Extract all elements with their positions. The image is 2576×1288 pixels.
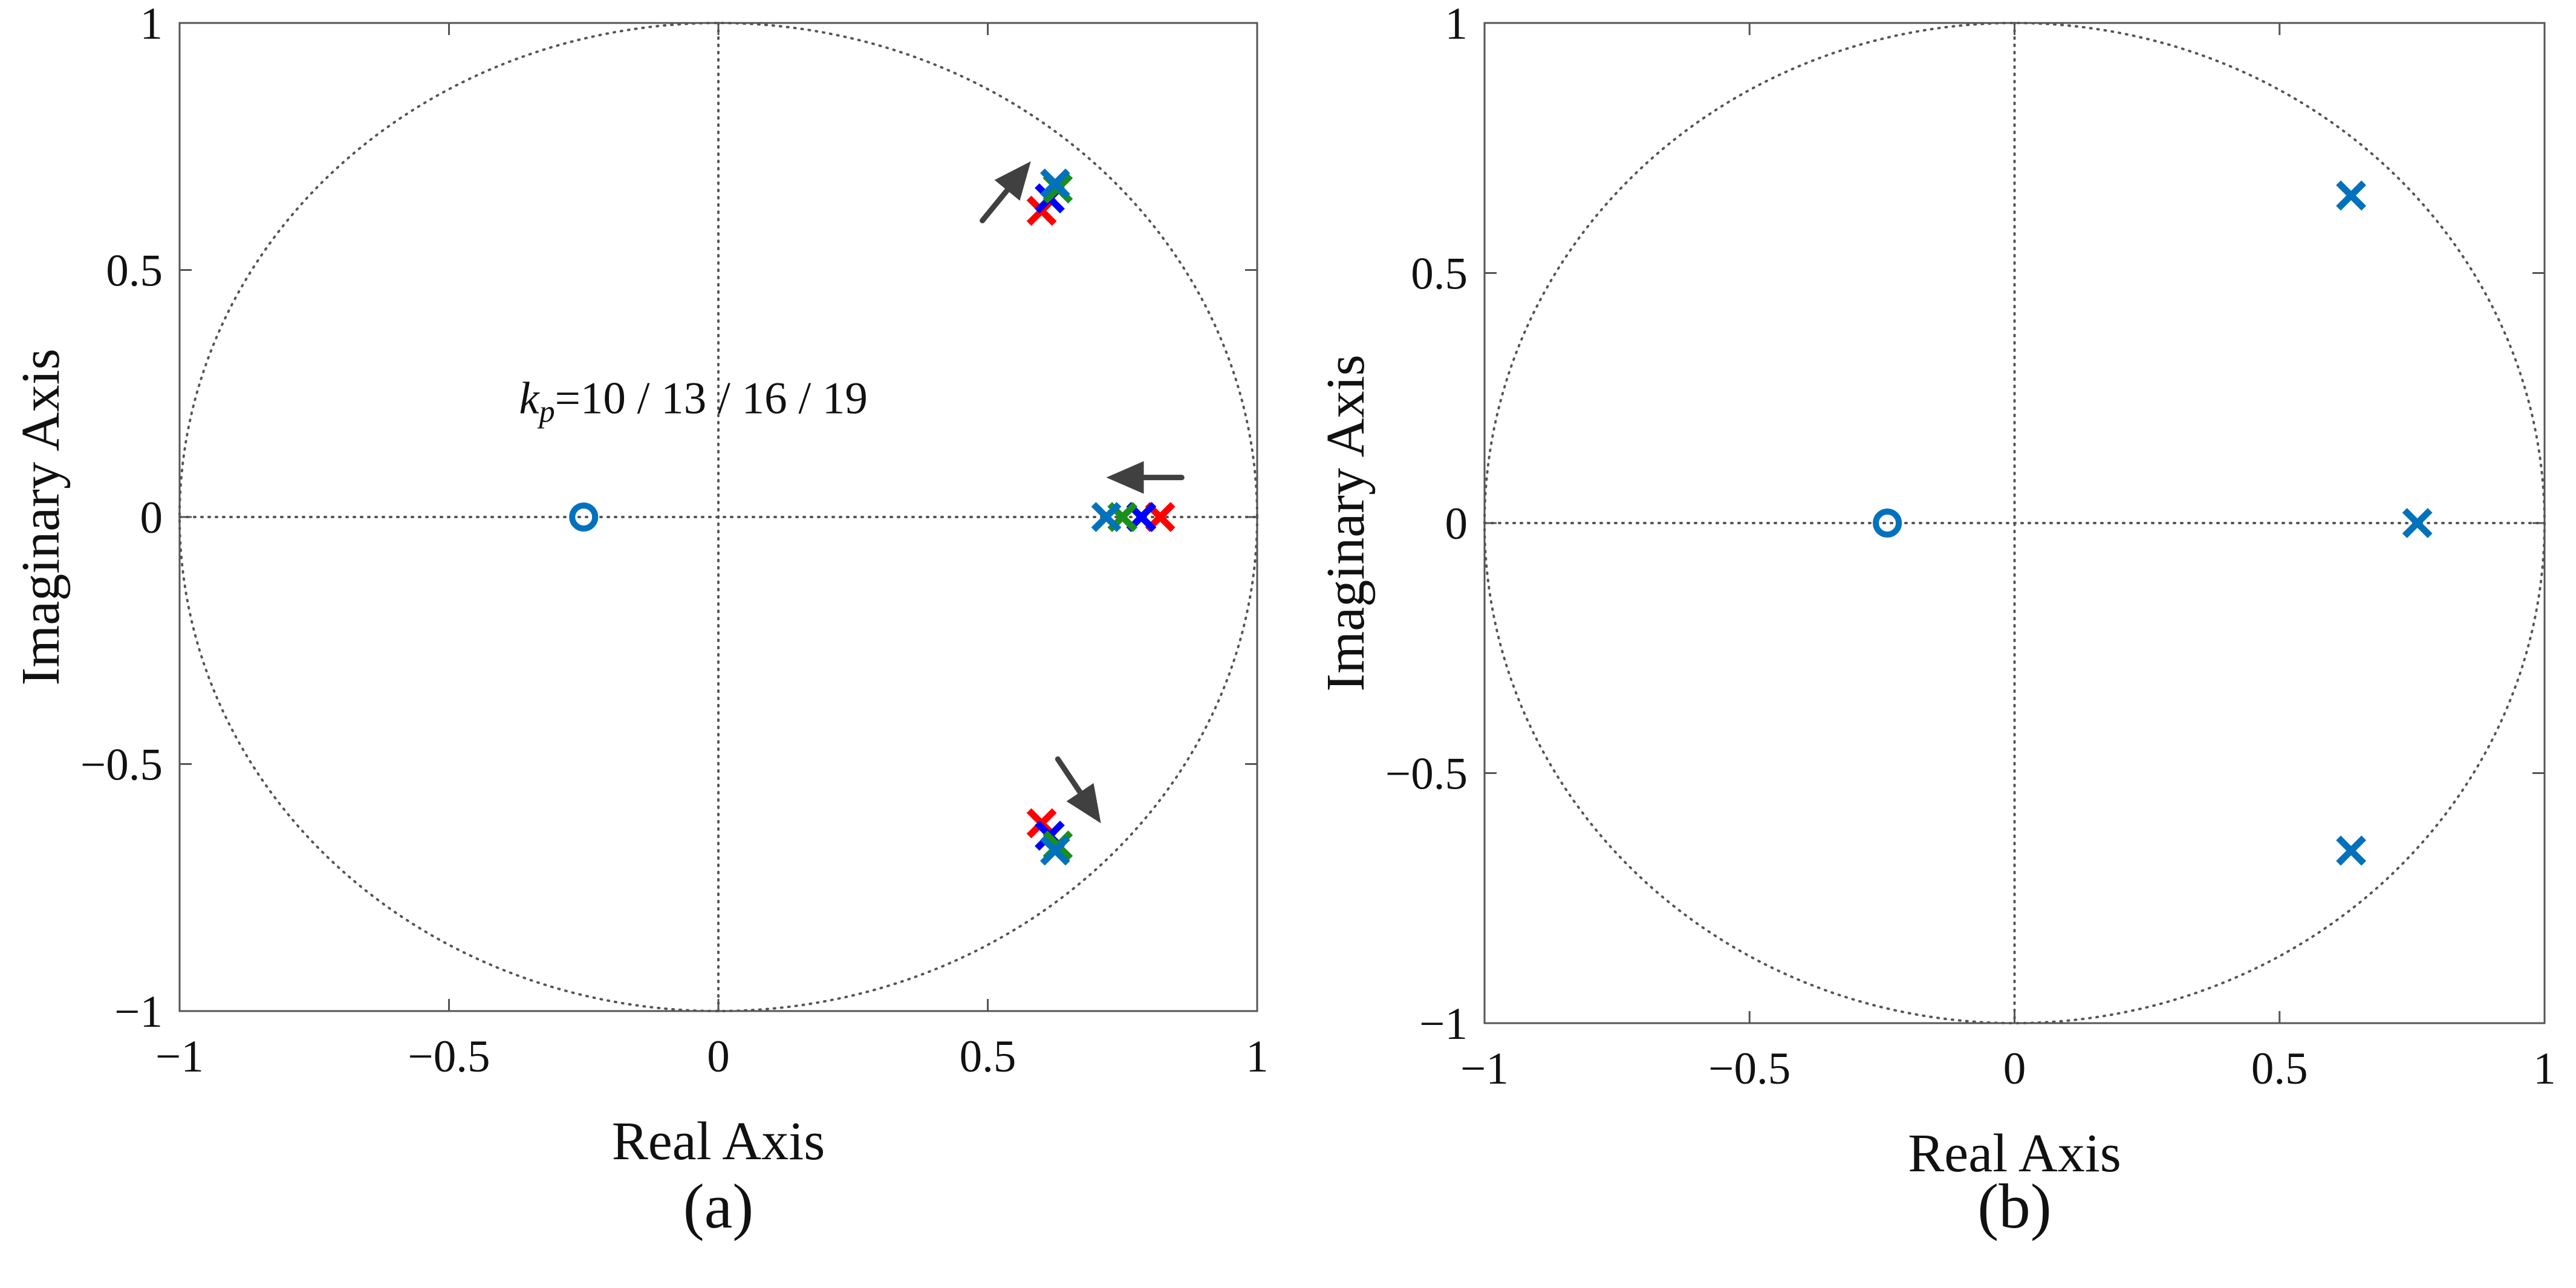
panel-a-xtick-label: 1: [1246, 1032, 1269, 1082]
panel-a-arrow-2: [1106, 461, 1185, 494]
panel-b-ytick-label: 0.5: [1411, 249, 1468, 299]
panel-b-xtick-label: −0.5: [1708, 1044, 1791, 1094]
panel-b-ytick-label: 0: [1445, 499, 1468, 549]
panel-a-pole-4-1: [1039, 168, 1070, 199]
panel-a-arrow-1: [980, 161, 1031, 224]
panel-b-ytick-label: −0.5: [1385, 749, 1468, 799]
panel-b-label: (b): [1977, 1171, 2051, 1241]
panel-a-xtick-label: 0.5: [960, 1032, 1016, 1082]
panel-a-ytick-label: 1: [140, 0, 163, 49]
panel-b-zero-1: [1873, 509, 1902, 538]
panel-a-xtick-label: −0.5: [408, 1032, 490, 1082]
panel-b-ytick-label: −1: [1419, 999, 1468, 1049]
panel-a-pole-4-2: [1091, 502, 1122, 532]
panel-a-ytick-label: 0.5: [106, 246, 163, 296]
panel-a-label: (a): [683, 1171, 754, 1241]
panel-b-xtick-label: 0.5: [2251, 1044, 2308, 1094]
panel-b-pole-1-2: [2402, 508, 2433, 538]
panel-b-xlabel: Real Axis: [1908, 1124, 2121, 1183]
panel-a-kp-annotation: kp=10 / 13 / 16 / 19: [519, 373, 868, 429]
panel-a-xtick-label: −1: [155, 1032, 204, 1082]
panel-b-pole-1-3: [2336, 835, 2366, 866]
panel-b-xtick-label: 0: [2003, 1044, 2026, 1094]
panel-b-ylabel: Imaginary Axis: [1316, 354, 1376, 691]
panel-b-pole-1-1: [2336, 180, 2366, 211]
panel-b-ytick-label: 1: [1445, 0, 1468, 49]
panel-a: −1 −0.5 0 0.5 1 −1 −0.5 0 0.5 1 Real Axis Imaginary…: [11, 0, 1269, 1241]
panel-a-ylabel: Imaginary Axis: [11, 348, 71, 685]
panel-a-arrow-3: [1055, 756, 1101, 824]
panel-b-xtick-label: −1: [1460, 1044, 1509, 1094]
panel-a-pole-4-3: [1039, 835, 1070, 866]
panel-a-zero-1: [569, 503, 599, 532]
panel-a-ytick-label: −0.5: [80, 740, 163, 790]
panel-b-xtick-label: 1: [2533, 1044, 2556, 1094]
panel-a-xtick-label: 0: [707, 1032, 730, 1082]
panel-a-ytick-label: −1: [114, 987, 163, 1037]
panel-a-ytick-label: 0: [140, 493, 163, 543]
panel-b: −1 −0.5 0 0.5 1 −1 −0.5 0 0.5 1 Real Axis Imaginary…: [1316, 0, 2556, 1241]
panel-a-xlabel: Real Axis: [612, 1111, 825, 1171]
